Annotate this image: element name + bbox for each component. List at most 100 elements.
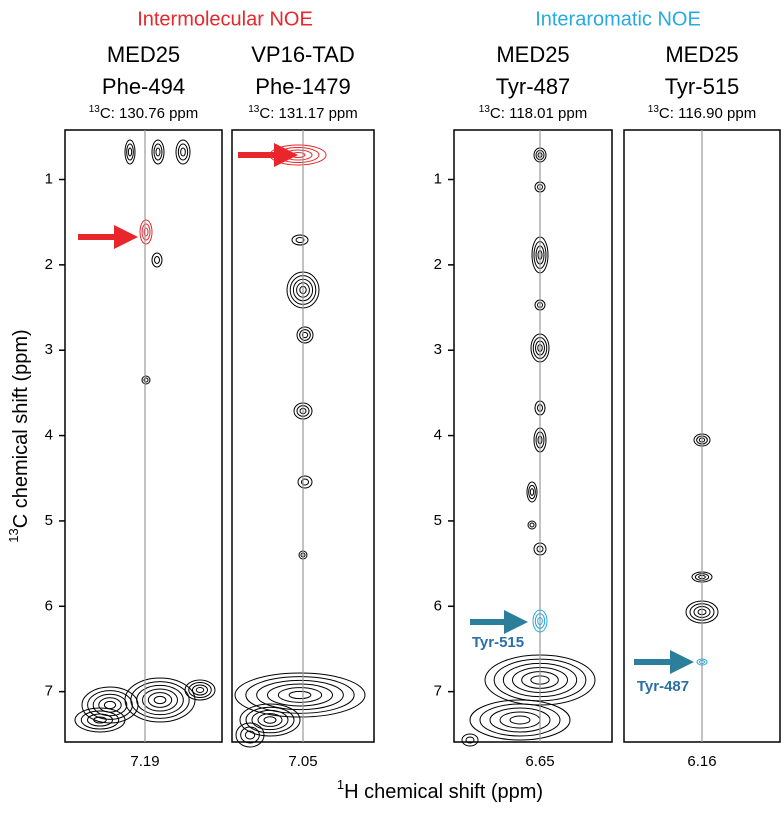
contour [141, 375, 151, 385]
residue: Phe-1479 [255, 74, 350, 99]
protein: MED25 [107, 42, 180, 67]
contour [74, 707, 126, 733]
contour [151, 252, 163, 268]
y-axis-label: 13C chemical shift (ppm) [6, 329, 32, 542]
contour [175, 139, 191, 165]
y-tick-label: 6 [434, 597, 442, 614]
y-tick-label: 4 [45, 427, 53, 444]
carbon-shift: 13C: 116.90 ppm [648, 104, 756, 122]
y-tick-label: 2 [45, 256, 53, 273]
contour [142, 688, 178, 712]
carbon: C: 116.90 ppm [659, 105, 756, 122]
contour [130, 681, 190, 719]
contour [139, 219, 153, 245]
contour [240, 726, 260, 744]
contour [256, 679, 344, 711]
contour [244, 730, 256, 740]
contour [509, 715, 531, 725]
contour [147, 692, 173, 708]
contours [74, 139, 719, 748]
contour [527, 520, 537, 530]
contour [529, 522, 535, 528]
contour [195, 687, 205, 693]
contour [295, 237, 305, 243]
contour [291, 234, 309, 246]
contour [127, 147, 133, 157]
contour [257, 713, 283, 727]
contour [297, 475, 313, 489]
contour [151, 139, 165, 165]
contour [283, 149, 313, 161]
residue: Tyr-515 [665, 74, 740, 99]
protein: MED25 [496, 42, 569, 67]
contour [469, 699, 571, 741]
contour [93, 716, 107, 724]
contour [301, 331, 309, 339]
y-tick-label: 2 [434, 256, 442, 273]
contour [526, 481, 538, 503]
residue: Tyr-487 [496, 74, 571, 99]
y-tick-label: 1 [45, 170, 53, 187]
protein: VP16-TAD [251, 42, 355, 67]
contour [499, 711, 541, 729]
contour [465, 736, 475, 744]
contour [251, 709, 289, 731]
label: C chemical shift (ppm) [10, 329, 32, 528]
contour [245, 676, 355, 714]
contour [141, 223, 151, 241]
contour [177, 143, 189, 161]
residue: Phe-494 [102, 74, 185, 99]
contour [192, 684, 208, 696]
isotope: 13 [89, 104, 101, 115]
x-tick-label: 7.05 [288, 753, 317, 770]
contour [301, 478, 309, 486]
isotope: 13 [6, 528, 21, 542]
contour [143, 377, 149, 383]
annotation: Tyr-487 [637, 678, 689, 695]
contour [180, 147, 186, 157]
isotope: 13 [248, 104, 260, 115]
x-tick-label: 6.16 [687, 753, 716, 770]
protein: MED25 [665, 42, 738, 67]
annotation: Tyr-515 [472, 634, 524, 651]
label: H chemical shift (ppm) [344, 781, 543, 803]
y-tick-label: 1 [434, 170, 442, 187]
carbon: C: 118.01 ppm [490, 105, 587, 122]
contour [124, 677, 196, 723]
carbon: C: 131.17 ppm [259, 105, 357, 122]
y-tick-label: 6 [45, 597, 53, 614]
contour [288, 690, 312, 700]
isotope: 13 [479, 104, 491, 115]
group-title: Interaromatic NOE [535, 8, 701, 30]
contour [87, 713, 113, 727]
carbon-shift: 13C: 130.76 ppm [89, 104, 199, 122]
y-tick-label: 7 [45, 683, 53, 700]
contour [235, 722, 265, 748]
contour [103, 700, 117, 710]
contour [154, 256, 160, 264]
carbon: C: 130.76 ppm [100, 105, 198, 122]
contour [92, 693, 128, 717]
contour [188, 682, 212, 698]
x-axis-label: 1H chemical shift (ppm) [337, 777, 543, 803]
y-tick-label: 7 [434, 683, 442, 700]
contour [296, 326, 314, 344]
carbon-shift: 13C: 131.17 ppm [248, 104, 358, 122]
carbon-shift: 13C: 118.01 ppm [479, 104, 587, 122]
y-tick-label: 4 [434, 427, 442, 444]
contour [81, 686, 139, 724]
contour [529, 488, 535, 496]
contour [124, 139, 136, 165]
y-tick-label: 3 [45, 341, 53, 358]
contour [155, 147, 161, 157]
isotope: 13 [648, 104, 660, 115]
isotope: 1 [337, 777, 344, 792]
y-tick-label: 5 [45, 512, 53, 529]
contour [239, 703, 301, 737]
contour [80, 710, 120, 730]
contour [267, 683, 333, 707]
contour [136, 684, 184, 716]
x-tick-label: 6.65 [525, 753, 554, 770]
contour [461, 733, 479, 747]
